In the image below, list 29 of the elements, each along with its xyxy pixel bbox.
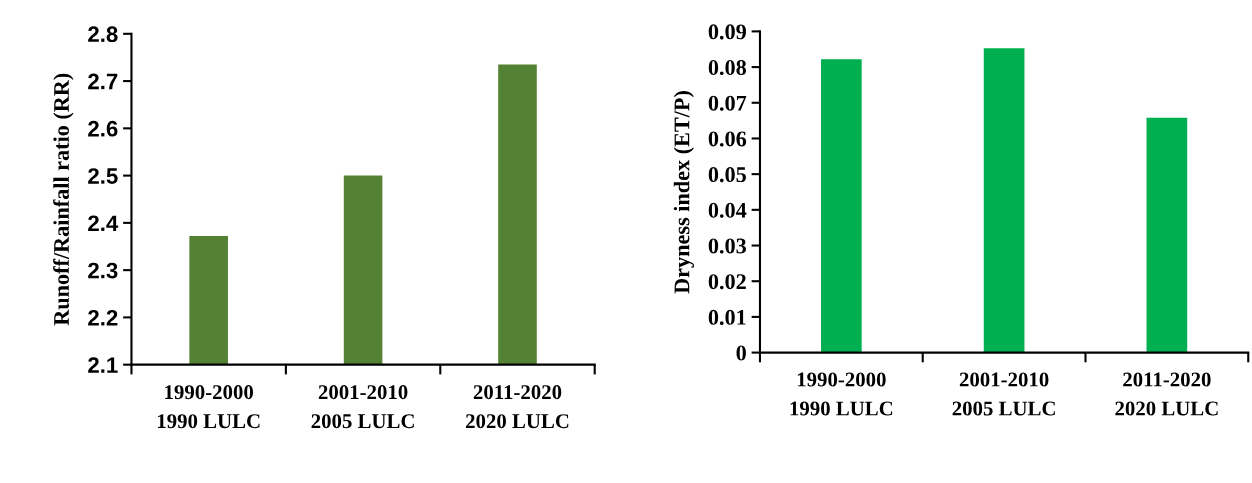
y-tick-label: 0.03 [708, 238, 747, 254]
y-tick-label: 2.8 [88, 26, 118, 43]
y-tick-label: 2.6 [88, 120, 118, 137]
y-axis-title: Runoff/Rainfall ratio (RR) [53, 73, 74, 326]
y-tick-label: 0.07 [708, 95, 747, 111]
y-tick-label: 0.05 [708, 167, 746, 183]
y-axis-title: Dryness index (ET/P) [673, 91, 694, 294]
bar [821, 59, 862, 353]
y-tick-label: 0.01 [708, 309, 746, 325]
bar [1146, 117, 1188, 353]
y-tick-label: 0.08 [708, 60, 747, 76]
bar [983, 48, 1025, 353]
y-tick-label: 0.09 [708, 24, 746, 40]
x-tick-label: 1990-2000 1990 LULC [157, 385, 260, 429]
x-tick-label: 2001-2010 2005 LULC [311, 385, 414, 429]
y-tick-label: 2.1 [88, 357, 118, 373]
y-tick-label: 2.3 [88, 262, 118, 279]
y-tick-label: 0 [736, 345, 746, 361]
x-tick-label: 2011-2020 2020 LULC [1115, 372, 1218, 416]
y-tick-label: 2.4 [88, 215, 119, 231]
x-tick-label: 2011-2020 2020 LULC [465, 385, 569, 429]
y-tick-label: 2.5 [88, 168, 118, 184]
y-tick-label: 2.7 [88, 73, 118, 90]
x-tick-label: 2001-2010 2005 LULC [952, 372, 1055, 416]
y-tick-label: 0.06 [708, 131, 747, 147]
y-tick-label: 0.04 [708, 202, 747, 218]
x-tick-label: 1990-2000 1990 LULC [790, 372, 893, 416]
y-tick-label: 0.02 [708, 274, 746, 290]
y-tick-label: 2.2 [88, 309, 118, 326]
